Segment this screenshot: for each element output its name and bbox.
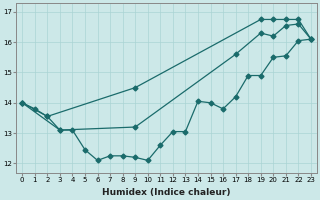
X-axis label: Humidex (Indice chaleur): Humidex (Indice chaleur): [102, 188, 231, 197]
